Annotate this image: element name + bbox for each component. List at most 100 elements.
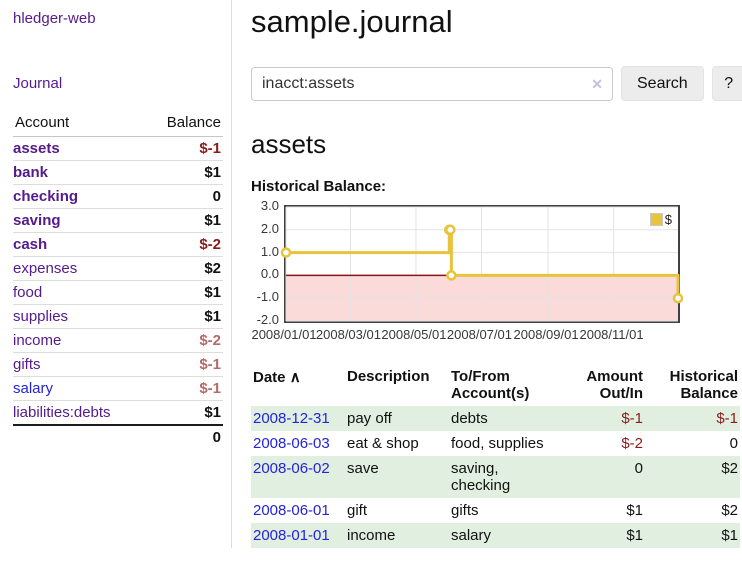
transaction-date-link[interactable]: 2008-06-01	[253, 502, 330, 519]
sidebar: hledger-web Journal Account Balance asse…	[0, 0, 232, 548]
transaction-balance: $2	[721, 502, 738, 519]
transaction-amount: $-1	[621, 410, 643, 427]
transaction-amount: $-2	[621, 435, 643, 452]
account-link-supplies[interactable]: supplies	[13, 308, 69, 325]
sidebar-item-journal[interactable]: Journal	[13, 75, 63, 92]
transaction-balance: 0	[729, 435, 738, 452]
account-balance: $-1	[144, 376, 223, 401]
y-tick-label: 3.0	[260, 198, 279, 213]
clear-search-icon[interactable]: ✕	[591, 75, 603, 92]
chart-x-axis-labels: 2008/01/01 2008/03/01 2008/05/01 2008/07/01…	[251, 327, 676, 343]
transaction-description: save	[347, 460, 379, 477]
account-link-assets[interactable]: assets	[13, 140, 60, 157]
transaction-description: pay off	[347, 410, 392, 427]
date-header-label: Date	[253, 369, 286, 386]
account-link-expenses[interactable]: expenses	[13, 260, 78, 277]
register-row: 2008-06-03 eat & shop food, supplies $-2…	[251, 431, 740, 456]
account-row: cash $-2	[13, 232, 223, 257]
search-button[interactable]: Search	[621, 66, 704, 101]
account-link-checking[interactable]: checking	[13, 188, 79, 205]
account-row: assets $-1	[13, 136, 223, 161]
accounts-header-row: Account Balance	[13, 112, 223, 137]
account-link-gifts[interactable]: gifts	[13, 356, 41, 373]
account-link-liabilities-debts[interactable]: liabilities:debts	[13, 404, 111, 421]
register-row: 2008-06-01 gift gifts $1 $2	[251, 498, 740, 523]
chart-legend: $	[649, 212, 672, 227]
accounts-total-value: 0	[144, 424, 223, 449]
transaction-accounts: debts	[451, 410, 488, 427]
account-link-bank[interactable]: bank	[13, 164, 49, 181]
accounts-col-balance: Balance	[144, 112, 223, 137]
account-balance: $1	[144, 208, 223, 233]
account-row: saving $1	[13, 208, 223, 233]
help-button[interactable]: ?	[711, 66, 742, 101]
account-balance: 0	[144, 184, 223, 209]
account-link-food[interactable]: food	[13, 284, 43, 301]
transaction-amount: $1	[626, 502, 643, 519]
x-tick-label: 2008/09/01	[513, 327, 579, 342]
account-balance: $-2	[144, 232, 223, 257]
register-row: 2008-12-31 pay off debts $-1 $-1	[251, 406, 740, 431]
transaction-accounts: gifts	[451, 502, 479, 519]
transaction-description: income	[347, 527, 396, 544]
main-content: sample.journal ✕ Search ? assets Histori…	[232, 0, 742, 548]
register-row: 2008-01-01 income salary $1 $1	[251, 523, 740, 548]
transaction-accounts: saving, checking	[451, 460, 511, 494]
y-tick-label: 1.0	[260, 243, 279, 259]
account-row: expenses $2	[13, 256, 223, 281]
register-col-balance: Historical Balance	[669, 368, 738, 402]
account-row: bank $1	[13, 160, 223, 185]
transaction-balance: $-1	[716, 410, 738, 427]
search-bar: ✕ Search ?	[251, 66, 742, 101]
chart-plot-area: $	[280, 205, 684, 323]
transaction-date-link[interactable]: 2008-12-31	[253, 410, 330, 427]
transaction-description: gift	[347, 502, 368, 519]
y-tick-label: 0.0	[260, 266, 279, 282]
sidebar-nav: Journal	[13, 75, 223, 93]
account-balance: $-2	[144, 328, 223, 353]
account-balance: $1	[144, 280, 223, 305]
page-title: sample.journal	[251, 4, 453, 39]
register-table: Date ∧ Description To/From Account(s) Am…	[251, 366, 740, 548]
transaction-amount: 0	[634, 460, 643, 477]
account-balance: $1	[144, 304, 223, 329]
transaction-accounts: salary	[451, 527, 492, 544]
brand-link[interactable]: hledger-web	[13, 10, 96, 27]
account-link-income[interactable]: income	[13, 332, 62, 349]
account-row: food $1	[13, 280, 223, 305]
account-row: income $-2	[13, 328, 223, 353]
account-link-saving[interactable]: saving	[13, 212, 61, 229]
transaction-date-link[interactable]: 2008-01-01	[253, 527, 330, 544]
transaction-amount: $1	[626, 527, 643, 544]
transaction-balance: $2	[721, 460, 738, 477]
account-row: supplies $1	[13, 304, 223, 329]
accounts-total-row: 0	[13, 424, 223, 449]
accounts-col-account: Account	[13, 112, 145, 137]
accounts-table: Account Balance assets $-1 bank $1 check…	[13, 112, 223, 449]
search-box: ✕	[251, 66, 613, 101]
x-tick-label: 2008/05/01	[381, 327, 447, 342]
transaction-date-link[interactable]: 2008-06-02	[253, 460, 330, 477]
transaction-description: eat & shop	[347, 435, 419, 452]
search-input[interactable]	[251, 66, 613, 101]
app-brand: hledger-web	[13, 10, 223, 28]
historical-balance-chart: 3.0 2.0 1.0 0.0 -1.0 -2.0 $ 2008/01/01 2008/03…	[251, 198, 742, 345]
account-row: salary $-1	[13, 376, 223, 401]
account-link-salary[interactable]: salary	[13, 380, 54, 397]
account-row: gifts $-1	[13, 352, 223, 377]
register-col-date[interactable]: Date ∧	[251, 366, 347, 406]
account-balance: $-1	[144, 352, 223, 377]
account-balance: $2	[144, 256, 223, 281]
account-link-cash[interactable]: cash	[13, 236, 48, 253]
x-tick-label: 2008/07/01	[446, 327, 512, 342]
register-col-accounts: To/From Account(s)	[451, 368, 530, 402]
account-heading: assets	[251, 129, 327, 159]
legend-label: $	[664, 212, 672, 227]
transaction-accounts: food, supplies	[451, 435, 544, 452]
chart-y-axis-labels: 3.0 2.0 1.0 0.0 -1.0 -2.0	[251, 198, 279, 327]
account-balance: $-1	[144, 136, 223, 161]
y-tick-label: -1.0	[256, 289, 279, 305]
transaction-date-link[interactable]: 2008-06-03	[253, 435, 330, 452]
account-balance: $1	[144, 160, 223, 185]
y-tick-label: -2.0	[256, 312, 279, 327]
